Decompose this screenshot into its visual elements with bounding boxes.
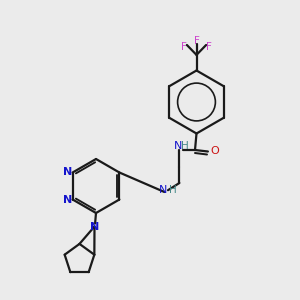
Text: F: F xyxy=(194,35,200,46)
Text: O: O xyxy=(211,146,220,157)
Text: F: F xyxy=(181,41,187,52)
Text: H: H xyxy=(181,141,189,152)
Text: N: N xyxy=(63,167,72,177)
Text: N: N xyxy=(174,141,182,152)
Text: N: N xyxy=(90,221,99,232)
Text: H: H xyxy=(169,184,177,195)
Text: F: F xyxy=(206,41,212,52)
Text: N: N xyxy=(63,195,72,205)
Text: N: N xyxy=(159,184,167,195)
